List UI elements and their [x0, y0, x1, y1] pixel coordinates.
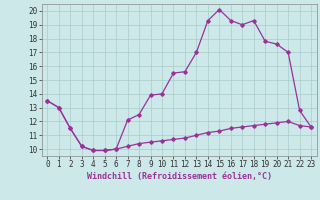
X-axis label: Windchill (Refroidissement éolien,°C): Windchill (Refroidissement éolien,°C): [87, 172, 272, 181]
